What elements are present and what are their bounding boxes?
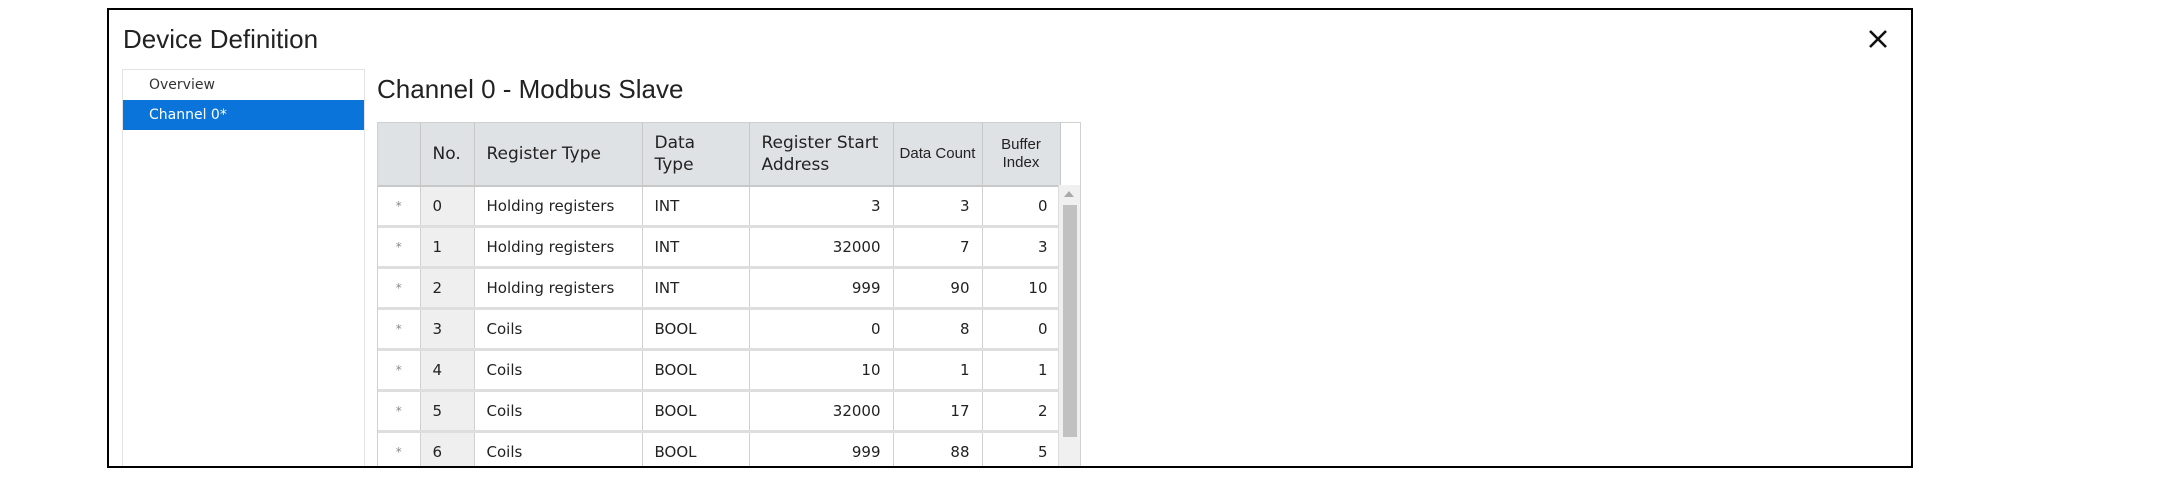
sidebar-item-overview[interactable]: Overview bbox=[149, 77, 215, 93]
cell-register-type[interactable]: Holding registers bbox=[474, 186, 643, 228]
cell-start[interactable]: 32000 bbox=[749, 390, 894, 433]
column-header[interactable]: No. bbox=[420, 123, 475, 187]
cell-register-type[interactable]: Coils bbox=[474, 390, 643, 433]
cell-count[interactable]: 17 bbox=[893, 390, 983, 433]
column-header[interactable]: Data Count bbox=[893, 123, 983, 187]
cell-buffer[interactable]: 3 bbox=[982, 226, 1061, 269]
cell-start[interactable]: 0 bbox=[749, 308, 894, 351]
column-header[interactable]: Buffer Index bbox=[982, 123, 1061, 187]
cell-count[interactable]: 7 bbox=[893, 226, 983, 269]
cell-buffer[interactable]: 0 bbox=[982, 308, 1061, 351]
column-header[interactable]: Register Start Address bbox=[749, 123, 894, 187]
cell-register-type[interactable]: Coils bbox=[474, 349, 643, 392]
close-button[interactable] bbox=[1863, 24, 1893, 54]
cell-count[interactable]: 8 bbox=[893, 308, 983, 351]
sidebar-item-channel-0[interactable]: Channel 0* bbox=[123, 100, 364, 130]
column-header[interactable]: Register Type bbox=[474, 123, 643, 187]
table-row[interactable]: * 2 Holding registers INT 999 90 10 bbox=[378, 267, 1061, 310]
column-header[interactable] bbox=[378, 123, 421, 187]
register-table: No. Register Type Data Type Register Start … bbox=[377, 122, 1081, 466]
cell-data-type[interactable]: BOOL bbox=[642, 308, 750, 351]
cell-marker[interactable]: * bbox=[378, 226, 421, 269]
cell-start[interactable]: 999 bbox=[749, 431, 894, 466]
cell-start[interactable]: 3 bbox=[749, 186, 894, 228]
device-definition-dialog: Device Definition Overview Channel 0* Ch… bbox=[107, 8, 1913, 468]
cell-data-type[interactable]: INT bbox=[642, 267, 750, 310]
cell-marker[interactable]: * bbox=[378, 349, 421, 392]
cell-data-type[interactable]: BOOL bbox=[642, 431, 750, 466]
page-title: Channel 0 - Modbus Slave bbox=[377, 74, 684, 104]
cell-data-type[interactable]: BOOL bbox=[642, 390, 750, 433]
cell-no[interactable]: 6 bbox=[420, 431, 475, 466]
cell-register-type[interactable]: Coils bbox=[474, 308, 643, 351]
cell-buffer[interactable]: 2 bbox=[982, 390, 1061, 433]
vertical-scrollbar[interactable] bbox=[1058, 185, 1080, 466]
cell-data-type[interactable]: INT bbox=[642, 186, 750, 228]
cell-count[interactable]: 3 bbox=[893, 186, 983, 228]
table-row[interactable]: * 1 Holding registers INT 32000 7 3 bbox=[378, 226, 1061, 269]
cell-start[interactable]: 999 bbox=[749, 267, 894, 310]
table-row[interactable]: * 0 Holding registers INT 3 3 0 bbox=[378, 186, 1061, 228]
cell-register-type[interactable]: Holding registers bbox=[474, 267, 643, 310]
close-icon bbox=[1869, 30, 1887, 48]
cell-no[interactable]: 3 bbox=[420, 308, 475, 351]
cell-buffer[interactable]: 1 bbox=[982, 349, 1061, 392]
cell-register-type[interactable]: Holding registers bbox=[474, 226, 643, 269]
table-row[interactable]: * 3 Coils BOOL 0 8 0 bbox=[378, 308, 1061, 351]
dialog-title: Device Definition bbox=[123, 24, 319, 54]
cell-buffer[interactable]: 10 bbox=[982, 267, 1061, 310]
sidebar: Overview Channel 0* bbox=[122, 69, 365, 466]
cell-no[interactable]: 0 bbox=[420, 186, 475, 228]
column-header[interactable]: Data Type bbox=[642, 123, 750, 187]
cell-no[interactable]: 5 bbox=[420, 390, 475, 433]
cell-count[interactable]: 88 bbox=[893, 431, 983, 466]
cell-count[interactable]: 1 bbox=[893, 349, 983, 392]
table-row[interactable]: * 4 Coils BOOL 10 1 1 bbox=[378, 349, 1061, 392]
cell-count[interactable]: 90 bbox=[893, 267, 983, 310]
cell-buffer[interactable]: 0 bbox=[982, 186, 1061, 228]
cell-start[interactable]: 32000 bbox=[749, 226, 894, 269]
scrollbar-thumb[interactable] bbox=[1063, 205, 1077, 437]
cell-marker[interactable]: * bbox=[378, 390, 421, 433]
cell-no[interactable]: 1 bbox=[420, 226, 475, 269]
cell-marker[interactable]: * bbox=[378, 186, 421, 228]
scroll-up-arrow-icon[interactable] bbox=[1064, 191, 1074, 197]
cell-data-type[interactable]: INT bbox=[642, 226, 750, 269]
cell-marker[interactable]: * bbox=[378, 308, 421, 351]
cell-marker[interactable]: * bbox=[378, 267, 421, 310]
cell-data-type[interactable]: BOOL bbox=[642, 349, 750, 392]
table-row[interactable]: * 6 Coils BOOL 999 88 5 bbox=[378, 431, 1061, 466]
cell-no[interactable]: 4 bbox=[420, 349, 475, 392]
cell-no[interactable]: 2 bbox=[420, 267, 475, 310]
cell-register-type[interactable]: Coils bbox=[474, 431, 643, 466]
cell-marker[interactable]: * bbox=[378, 431, 421, 466]
cell-start[interactable]: 10 bbox=[749, 349, 894, 392]
cell-buffer[interactable]: 5 bbox=[982, 431, 1061, 466]
table-row[interactable]: * 5 Coils BOOL 32000 17 2 bbox=[378, 390, 1061, 433]
